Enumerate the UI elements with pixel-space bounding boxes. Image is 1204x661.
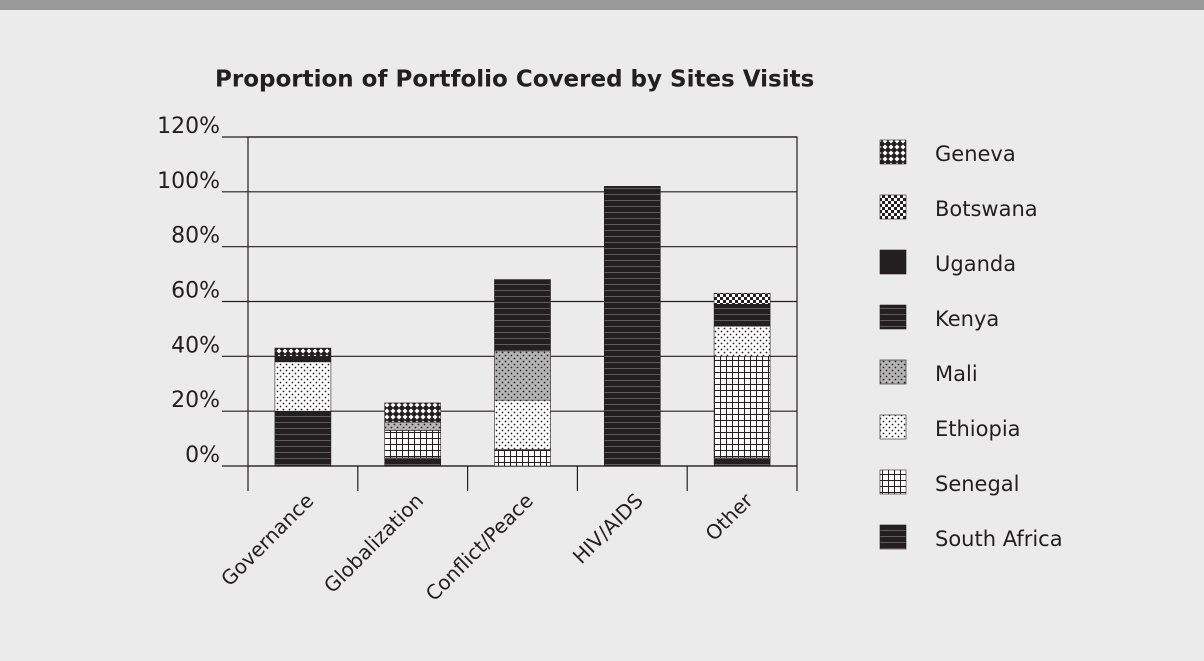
- bar-segment: [494, 279, 551, 352]
- bar-segment: [713, 303, 771, 327]
- bar-segment: [384, 421, 442, 431]
- legend-swatch: [879, 194, 907, 220]
- legend-swatch: [879, 249, 907, 275]
- y-tick-label: 60%: [171, 279, 220, 304]
- bar-segment: [384, 402, 442, 423]
- legend-label: Botswana: [935, 197, 1038, 221]
- legend-swatch: [879, 139, 907, 165]
- bar-segment: [274, 361, 332, 412]
- legend-swatch: [879, 359, 907, 385]
- bar-segment: [274, 356, 332, 363]
- y-tick-label: 80%: [171, 224, 220, 249]
- bar-segment: [494, 399, 551, 450]
- legend-label: Uganda: [935, 252, 1016, 276]
- bar-segment: [384, 430, 442, 459]
- legend-label: Ethiopia: [935, 417, 1021, 441]
- y-tick-label: 100%: [157, 169, 220, 194]
- y-tick-label: 20%: [171, 388, 220, 413]
- legend-label: Geneva: [935, 142, 1016, 166]
- bar-segment: [384, 457, 442, 467]
- legend-swatch: [879, 304, 907, 330]
- bar-segment: [713, 356, 771, 459]
- bar-segment: [713, 292, 771, 305]
- bar-segment: [274, 347, 332, 357]
- legend-label: South Africa: [935, 527, 1063, 551]
- bar-segment: [494, 449, 551, 467]
- bar-segment: [713, 325, 771, 357]
- legend-swatch: [879, 414, 907, 440]
- y-tick-label: 120%: [157, 114, 220, 139]
- legend-swatch: [879, 524, 907, 550]
- bar-segment: [713, 457, 771, 467]
- y-tick-label: 40%: [171, 333, 220, 358]
- legend-label: Senegal: [935, 472, 1020, 496]
- chart-title: Proportion of Portfolio Covered by Sites…: [215, 67, 814, 93]
- top-bar: [0, 0, 1204, 10]
- bar-segment: [274, 410, 332, 467]
- bar-segment: [494, 350, 551, 401]
- legend-swatch: [879, 469, 907, 495]
- legend-label: Mali: [935, 362, 978, 386]
- bar-segment: [603, 186, 661, 467]
- y-tick-label: 0%: [185, 443, 220, 468]
- legend-label: Kenya: [935, 307, 999, 331]
